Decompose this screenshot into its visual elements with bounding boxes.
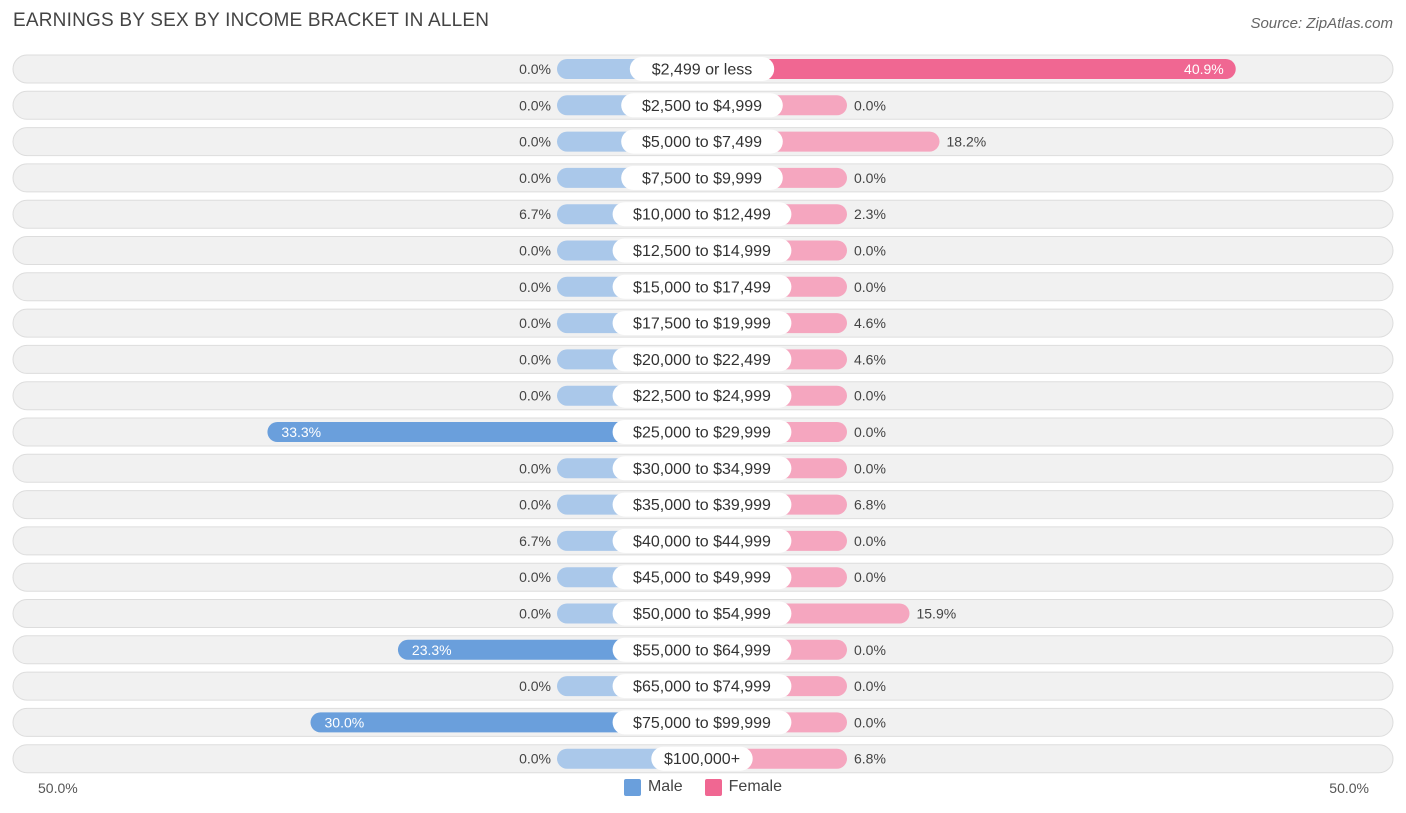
category-label-bg xyxy=(612,347,792,372)
category-label: $7,500 to $9,999 xyxy=(642,170,762,187)
category-label-bg xyxy=(612,637,792,662)
category-label: $25,000 to $29,999 xyxy=(633,425,771,442)
source-label: Source: ZipAtlas.com xyxy=(1250,15,1393,32)
male-value-label: 33.3% xyxy=(281,424,321,440)
male-value-label: 23.3% xyxy=(412,642,452,658)
male-bar xyxy=(267,422,702,442)
male-value-label: 0.0% xyxy=(519,351,551,367)
category-label-bg xyxy=(612,456,792,481)
male-value-label: 6.7% xyxy=(519,206,551,222)
female-value-label: 2.3% xyxy=(854,206,886,222)
female-value-label: 0.0% xyxy=(854,569,886,585)
category-label-bg xyxy=(612,528,792,553)
male-value-label: 0.0% xyxy=(519,678,551,694)
category-label-bg xyxy=(612,492,792,517)
legend-label-male: Male xyxy=(647,778,683,795)
category-label-bg xyxy=(612,565,792,590)
category-label-bg xyxy=(612,420,792,444)
category-label-bg xyxy=(612,238,792,263)
female-value-label: 0.0% xyxy=(854,279,886,295)
category-label: $12,500 to $14,999 xyxy=(633,243,771,260)
female-value-label: 0.0% xyxy=(854,424,886,440)
category-label: $20,000 to $22,499 xyxy=(633,352,771,369)
female-value-label: 15.9% xyxy=(916,606,956,622)
category-label-bg xyxy=(612,674,792,699)
chart: $2,499 or less 0.0% 40.9% $2,500 to $4,999 0… xyxy=(12,54,1394,774)
male-value-label: 0.0% xyxy=(519,606,551,622)
legend-item-female: Female xyxy=(704,778,783,796)
category-label: $50,000 to $54,999 xyxy=(633,606,771,623)
female-value-label: 0.0% xyxy=(854,243,886,259)
female-value-label: 0.0% xyxy=(854,97,886,113)
male-value-label: 6.7% xyxy=(519,533,551,549)
axis-min-label: 50.0% xyxy=(38,780,78,796)
category-label: $10,000 to $12,499 xyxy=(633,207,771,224)
chart-title: EARNINGS BY SEX BY INCOME BRACKET IN ALL… xyxy=(13,10,490,31)
category-label-bg xyxy=(621,129,783,154)
female-value-label: 0.0% xyxy=(854,170,886,186)
female-value-label: 0.0% xyxy=(854,678,886,694)
category-label: $100,000+ xyxy=(664,751,740,768)
male-value-label: 0.0% xyxy=(519,315,551,331)
category-label: $35,000 to $39,999 xyxy=(633,497,771,514)
category-label-bg xyxy=(621,165,783,190)
male-value-label: 0.0% xyxy=(519,170,551,186)
male-value-label: 0.0% xyxy=(519,751,551,767)
male-value-label: 0.0% xyxy=(519,61,551,77)
male-value-label: 30.0% xyxy=(325,714,365,730)
female-value-label: 0.0% xyxy=(854,642,886,658)
category-label: $75,000 to $99,999 xyxy=(633,715,771,732)
male-value-label: 0.0% xyxy=(519,97,551,113)
category-label: $30,000 to $34,999 xyxy=(633,461,771,478)
female-value-label: 40.9% xyxy=(1184,61,1224,77)
legend-swatch-female xyxy=(704,778,722,796)
category-label-bg xyxy=(612,601,792,626)
category-label-bg xyxy=(621,93,783,118)
category-label: $65,000 to $74,999 xyxy=(633,679,771,696)
female-value-label: 0.0% xyxy=(854,460,886,476)
category-label-bg xyxy=(612,202,792,227)
female-value-label: 6.8% xyxy=(854,751,886,767)
legend-item-male: Male xyxy=(623,778,683,796)
category-label-bg xyxy=(612,710,792,735)
female-value-label: 0.0% xyxy=(854,533,886,549)
category-label-bg xyxy=(612,274,792,299)
category-label: $15,000 to $17,499 xyxy=(633,279,771,296)
category-label: $2,500 to $4,999 xyxy=(642,98,762,115)
male-value-label: 0.0% xyxy=(519,279,551,295)
category-label: $2,499 or less xyxy=(652,62,753,79)
axis-max-label: 50.0% xyxy=(1329,780,1369,796)
male-value-label: 0.0% xyxy=(519,388,551,404)
category-label-bg xyxy=(629,57,775,81)
category-label-bg xyxy=(612,383,792,408)
category-label: $5,000 to $7,499 xyxy=(642,134,762,151)
legend-label-female: Female xyxy=(728,778,783,795)
category-label: $40,000 to $44,999 xyxy=(633,533,771,550)
male-value-label: 0.0% xyxy=(519,569,551,585)
male-value-label: 0.0% xyxy=(519,460,551,476)
category-label: $17,500 to $19,999 xyxy=(633,316,771,333)
female-value-label: 4.6% xyxy=(854,315,886,331)
male-value-label: 0.0% xyxy=(519,497,551,513)
female-value-label: 6.8% xyxy=(854,497,886,513)
male-value-label: 0.0% xyxy=(519,243,551,259)
female-value-label: 18.2% xyxy=(947,134,987,150)
male-value-label: 0.0% xyxy=(519,134,551,150)
category-label: $45,000 to $49,999 xyxy=(633,570,771,587)
female-value-label: 0.0% xyxy=(854,388,886,404)
female-value-label: 4.6% xyxy=(854,351,886,367)
legend: Male Female xyxy=(0,778,1406,796)
female-bar xyxy=(702,59,1236,79)
category-label-bg xyxy=(651,746,753,771)
male-bar xyxy=(310,712,702,733)
category-label: $22,500 to $24,999 xyxy=(633,388,771,405)
category-label: $55,000 to $64,999 xyxy=(633,642,771,659)
legend-swatch-male xyxy=(623,778,641,796)
female-value-label: 0.0% xyxy=(854,714,886,730)
category-label-bg xyxy=(612,311,792,336)
